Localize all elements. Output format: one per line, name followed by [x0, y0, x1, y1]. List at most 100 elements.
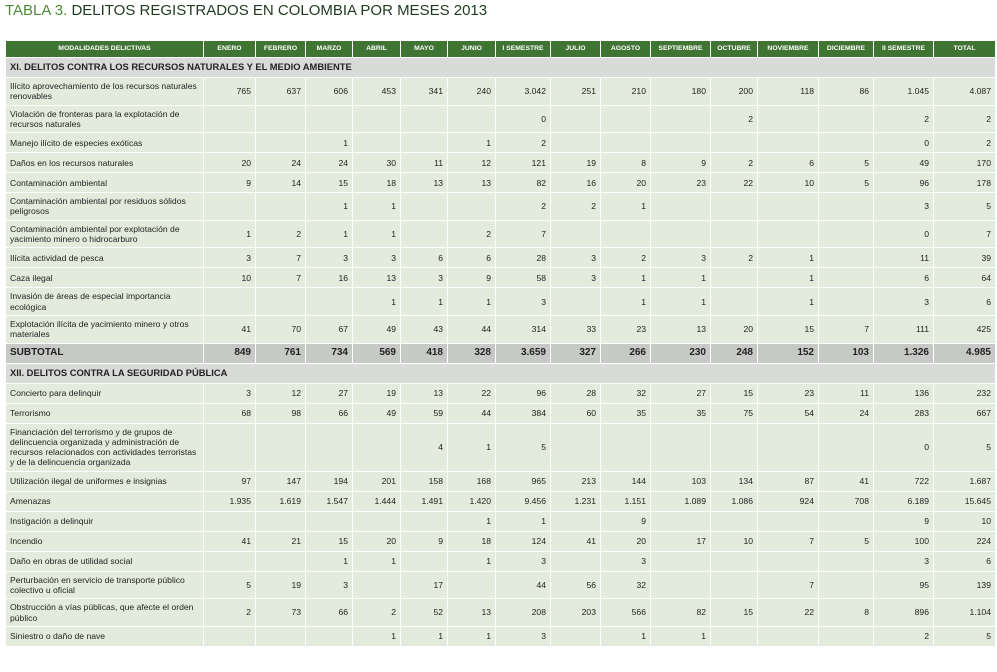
cell: [550, 510, 601, 532]
data-row: Instigación a delinquir 1 1 9 9 10: [5, 510, 996, 532]
cell: 111: [873, 314, 934, 344]
cell: 20: [600, 530, 651, 552]
cell: 56: [550, 570, 601, 600]
cell: 3: [352, 247, 401, 269]
header-row: MODALIDADES DELICTIVAS ENERO FEBRERO MARZO A…: [5, 40, 996, 58]
cell: [757, 550, 819, 572]
cell: 30: [352, 152, 401, 174]
cell: 1.231: [550, 490, 601, 512]
cell: 230: [650, 342, 711, 364]
cell: 1: [600, 625, 651, 647]
cell: 0: [873, 132, 934, 154]
cell: 734: [305, 342, 353, 364]
cell: 24: [255, 152, 306, 174]
column-header: OCTUBRE: [710, 40, 758, 58]
data-row: Ilícito aprovechamiento de los recursos …: [5, 77, 996, 106]
cell: 1: [447, 510, 496, 532]
cell: [550, 550, 601, 572]
cell: [650, 104, 711, 134]
cell: [447, 104, 496, 134]
cell: 44: [447, 402, 496, 424]
cell: 3: [305, 247, 353, 269]
cell: 95: [873, 570, 934, 600]
cell: [757, 104, 819, 134]
cell: [255, 510, 306, 532]
cell: 1: [305, 219, 353, 249]
cell: 9: [400, 530, 448, 552]
cell: 21: [255, 530, 306, 552]
cell: 1.687: [933, 470, 996, 492]
cell: 7: [757, 570, 819, 600]
cell: 98: [255, 402, 306, 424]
cell: 3: [873, 550, 934, 572]
cell: 27: [305, 382, 353, 404]
cell: [710, 550, 758, 572]
row-label: SUBTOTAL: [5, 342, 204, 364]
cell: 66: [305, 402, 353, 424]
cell: 58: [495, 267, 551, 289]
cell: 20: [352, 530, 401, 552]
cell: 64: [933, 267, 996, 289]
cell: 13: [650, 314, 711, 344]
cell: [447, 192, 496, 221]
cell: [818, 510, 874, 532]
cell: 5: [818, 530, 874, 552]
cell: [203, 132, 256, 154]
cell: 1: [352, 192, 401, 221]
cell: 70: [255, 314, 306, 344]
cell: 3: [495, 550, 551, 572]
section-row: XI. DELITOS CONTRA LOS RECURSOS NATURALE…: [5, 57, 996, 78]
cell: 341: [400, 77, 448, 106]
cell: 1: [203, 219, 256, 249]
column-header: DICIEMBRE: [818, 40, 874, 58]
cell: 3: [550, 247, 601, 269]
cell: 168: [447, 470, 496, 492]
cell: 49: [352, 314, 401, 344]
cell: 3.659: [495, 342, 551, 364]
cell: [203, 510, 256, 532]
title-text: DELITOS REGISTRADOS EN COLOMBIA POR MESE…: [71, 2, 488, 19]
cell: 1: [447, 625, 496, 647]
cell: 1: [600, 287, 651, 316]
cell: 22: [447, 382, 496, 404]
row-label: Utilización ilegal de uniformes e insign…: [5, 470, 204, 492]
cell: [550, 287, 601, 316]
cell: 13: [447, 172, 496, 194]
cell: 667: [933, 402, 996, 424]
row-label: Incendio: [5, 530, 204, 552]
cell: [352, 104, 401, 134]
cell: 1: [757, 287, 819, 316]
cell: 97: [203, 470, 256, 492]
cell: 3: [550, 267, 601, 289]
cell: 60: [550, 402, 601, 424]
column-header: NOVIEMBRE: [757, 40, 819, 58]
cell: 52: [400, 598, 448, 627]
cell: 170: [933, 152, 996, 174]
cell: 18: [352, 172, 401, 194]
row-label: Violación de fronteras para la explotaci…: [5, 104, 204, 134]
cell: 0: [873, 422, 934, 472]
cell: [255, 550, 306, 572]
cell: [710, 267, 758, 289]
cell: [305, 104, 353, 134]
cell: 965: [495, 470, 551, 492]
cell: 121: [495, 152, 551, 174]
cell: 2: [873, 104, 934, 134]
cell: [400, 510, 448, 532]
cell: 425: [933, 314, 996, 344]
cell: 2: [495, 132, 551, 154]
data-row: Obstrucción a vías públicas, que afecte …: [5, 598, 996, 627]
cell: 1: [447, 550, 496, 572]
cell: [757, 219, 819, 249]
cell: 3: [203, 247, 256, 269]
cell: 1.619: [255, 490, 306, 512]
data-row: Invasión de áreas de especial importanci…: [5, 287, 996, 316]
cell: 32: [600, 382, 651, 404]
cell: 1: [305, 192, 353, 221]
table-title: TABLA 3. DELITOS REGISTRADOS EN COLOMBIA…: [5, 2, 487, 19]
cell: [650, 132, 711, 154]
column-header: ABRIL: [352, 40, 401, 58]
cell: 19: [255, 570, 306, 600]
cell: 1: [305, 132, 353, 154]
cell: 314: [495, 314, 551, 344]
